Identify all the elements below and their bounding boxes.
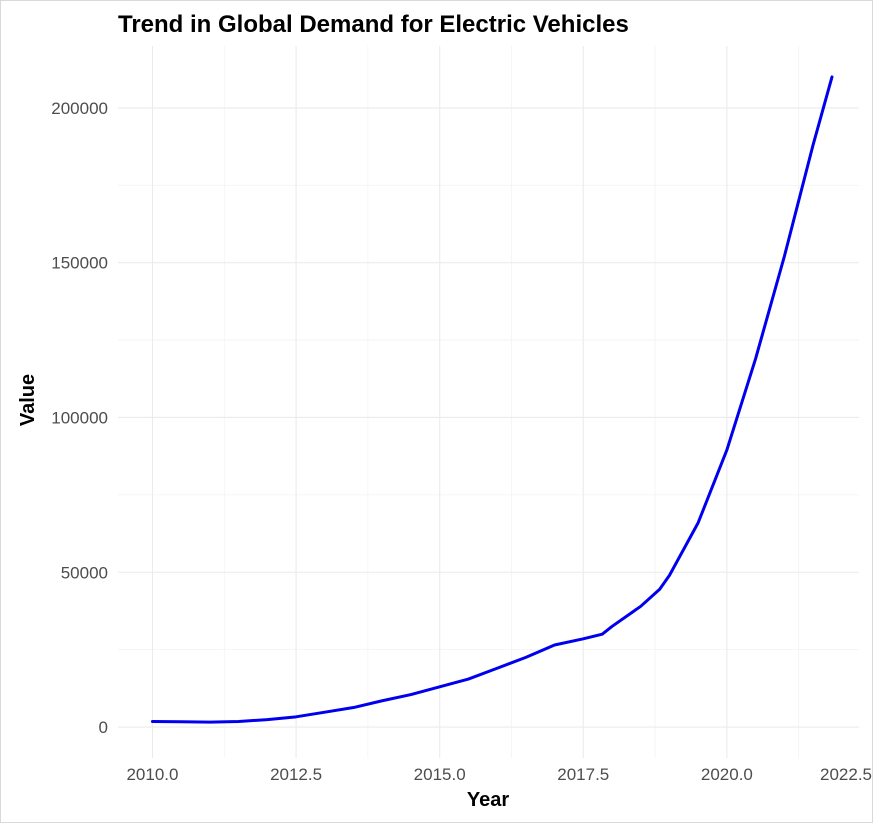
x-tick-label: 2012.5: [270, 765, 322, 784]
x-tick-label: 2015.0: [414, 765, 466, 784]
x-tick-label: 2010.0: [126, 765, 178, 784]
y-tick-label: 150000: [51, 254, 108, 273]
chart-title: Trend in Global Demand for Electric Vehi…: [118, 11, 629, 38]
grid: [118, 46, 859, 758]
series-line-1: [150, 75, 834, 724]
y-tick-label: 0: [99, 718, 108, 737]
y-axis-ticks: 0 50000 100000 150000 200000: [51, 99, 108, 737]
y-tick-label: 50000: [61, 563, 108, 582]
x-axis-ticks: 2010.0 2012.5 2015.0 2017.5 2020.0 2022.5: [126, 765, 872, 784]
y-tick-label: 100000: [51, 408, 108, 427]
x-tick-label: 2022.5: [820, 765, 872, 784]
y-tick-label: 200000: [51, 99, 108, 118]
series-layer: [150, 75, 834, 724]
x-tick-label: 2017.5: [557, 765, 609, 784]
x-tick-label: 2020.0: [701, 765, 753, 784]
x-axis-label: Year: [467, 789, 509, 811]
y-axis-label: Value: [17, 374, 39, 426]
